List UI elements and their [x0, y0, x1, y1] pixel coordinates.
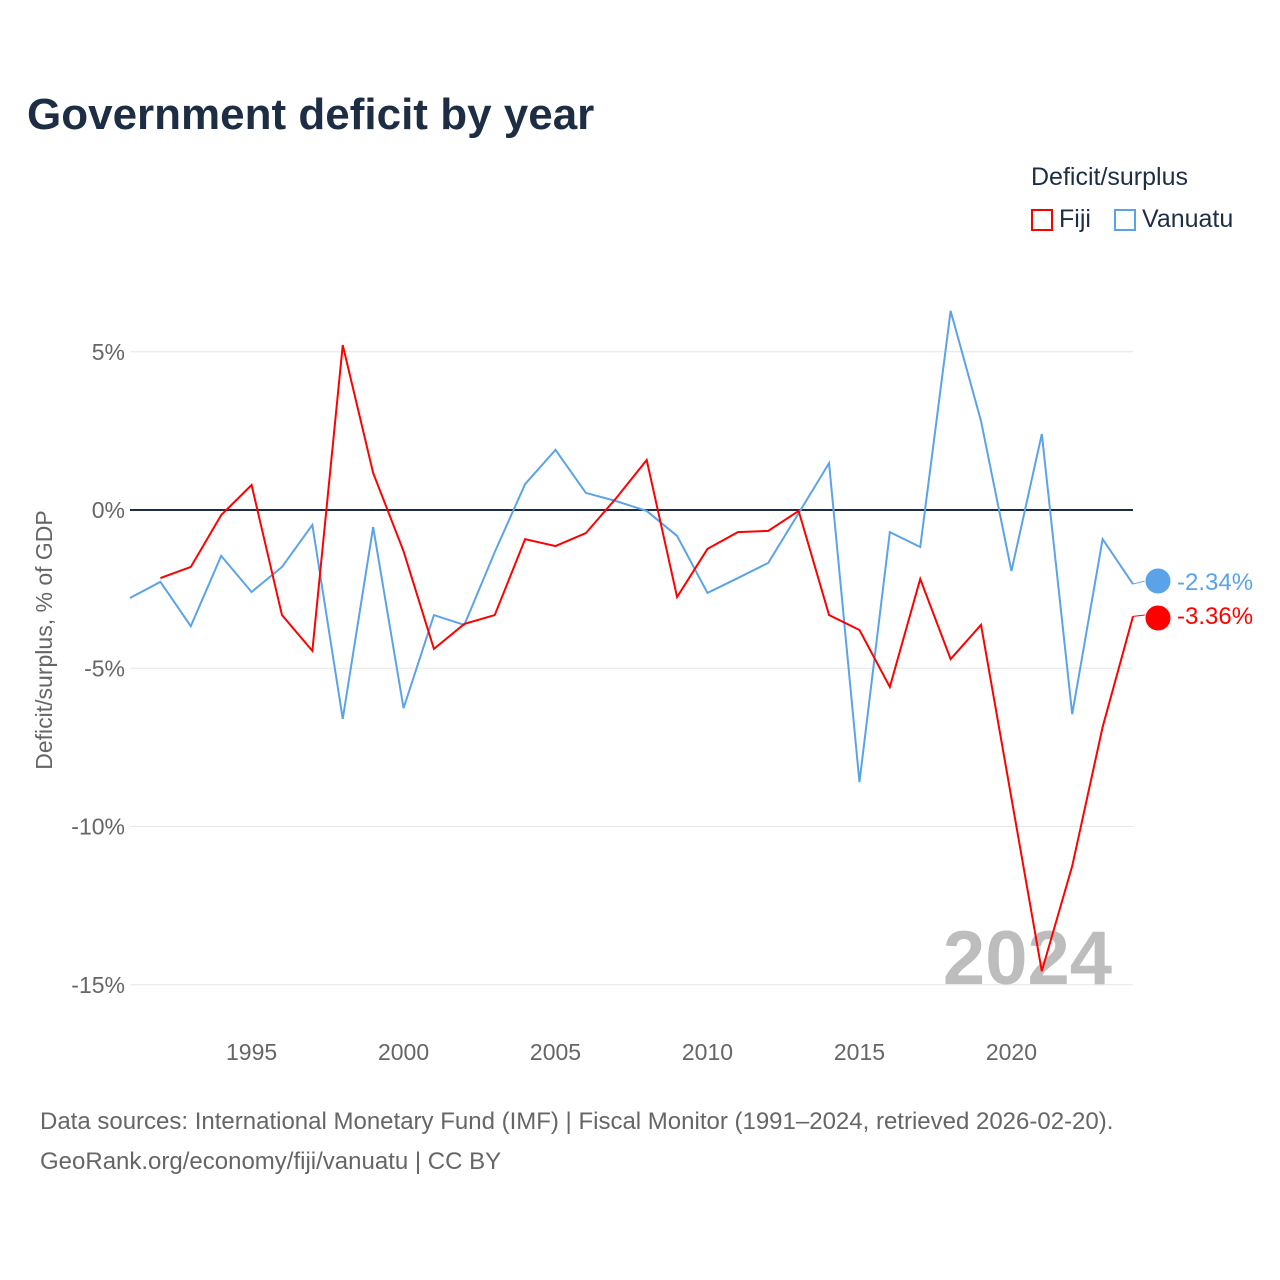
x-tick-label: 2005: [530, 1039, 581, 1065]
legend-label: Vanuatu: [1142, 205, 1234, 233]
y-tick-label: 5%: [92, 339, 125, 365]
footer-sources: Data sources: International Monetary Fun…: [40, 1108, 1114, 1135]
series-line-vanuatu: [129, 310, 1134, 783]
y-tick-label: -5%: [84, 655, 125, 681]
x-tick-label: 1995: [226, 1039, 277, 1065]
legend-swatch: [1031, 208, 1053, 231]
y-tick-label: -15%: [71, 972, 125, 998]
year-watermark: 2024: [943, 916, 1112, 1001]
legend-label: Fiji: [1059, 205, 1091, 233]
x-tick-label: 2000: [378, 1039, 429, 1065]
series-line-fiji: [160, 344, 1134, 972]
y-tick-label: -10%: [71, 814, 125, 840]
end-value-label: -2.34%: [1177, 569, 1253, 596]
x-tick-label: 2010: [682, 1039, 733, 1065]
x-tick-label: 2020: [986, 1039, 1037, 1065]
end-connector: [1132, 580, 1146, 585]
footer-credit: GeoRank.org/economy/fiji/vanuatu | CC BY: [40, 1148, 502, 1175]
legend-swatch: [1114, 208, 1136, 231]
flag-marker-vanuatu: [1144, 567, 1172, 595]
legend-title: Deficit/surplus: [1031, 163, 1188, 191]
legend-item-vanuatu[interactable]: Vanuatu: [1114, 205, 1233, 234]
legend-item-fiji[interactable]: Fiji: [1031, 205, 1091, 234]
end-connector: [1132, 614, 1146, 617]
y-axis-label: Deficit/surplus, % of GDP: [31, 510, 57, 769]
flag-marker-fiji: [1144, 604, 1172, 632]
x-tick-label: 2015: [834, 1039, 885, 1065]
y-tick-label: 0%: [92, 497, 125, 523]
end-value-label: -3.36%: [1177, 603, 1253, 630]
chart-title: Government deficit by year: [27, 90, 595, 139]
